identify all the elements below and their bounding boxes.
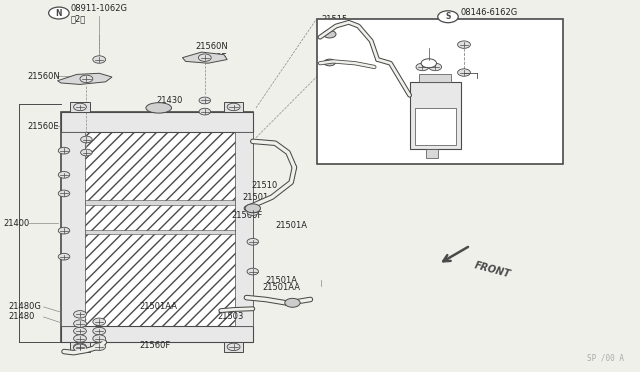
Circle shape <box>324 59 335 66</box>
Text: 21503: 21503 <box>218 312 244 321</box>
Text: S: S <box>445 12 451 21</box>
Bar <box>61 326 253 342</box>
Bar <box>67 132 246 326</box>
Circle shape <box>198 54 211 61</box>
Bar <box>224 342 243 352</box>
Circle shape <box>74 335 86 342</box>
Circle shape <box>58 253 70 260</box>
Circle shape <box>245 204 260 213</box>
Circle shape <box>458 69 470 76</box>
Circle shape <box>74 320 86 327</box>
Circle shape <box>81 149 92 156</box>
Circle shape <box>227 343 240 350</box>
Text: 21516: 21516 <box>403 35 429 44</box>
Text: 21501AA: 21501AA <box>262 283 300 292</box>
Bar <box>70 342 90 352</box>
Circle shape <box>438 11 458 23</box>
Text: 21430: 21430 <box>157 96 183 105</box>
Text: 21560E: 21560E <box>195 53 227 62</box>
Text: N: N <box>56 9 62 17</box>
Text: 21501E: 21501E <box>360 60 391 69</box>
Circle shape <box>74 311 86 318</box>
Circle shape <box>93 56 106 63</box>
Bar <box>419 74 451 82</box>
Circle shape <box>416 63 429 71</box>
Circle shape <box>458 41 470 48</box>
Bar <box>85 200 235 205</box>
Text: 21501A: 21501A <box>265 276 297 285</box>
Circle shape <box>323 31 336 38</box>
Polygon shape <box>58 73 112 84</box>
Circle shape <box>247 268 259 275</box>
Text: 21560E: 21560E <box>28 122 59 131</box>
Bar <box>61 132 85 326</box>
Circle shape <box>247 238 259 245</box>
Circle shape <box>49 7 69 19</box>
Text: 08911-1062G
（2）: 08911-1062G （2） <box>70 4 127 23</box>
Bar <box>224 102 243 112</box>
Bar <box>61 112 253 342</box>
Text: 21480G: 21480G <box>8 302 41 311</box>
Circle shape <box>421 59 436 68</box>
Circle shape <box>58 171 70 178</box>
Circle shape <box>58 227 70 234</box>
Text: FRONT: FRONT <box>474 260 512 279</box>
Text: 21400: 21400 <box>3 219 29 228</box>
Text: 21560N: 21560N <box>28 72 60 81</box>
Text: 21501AA: 21501AA <box>140 302 177 311</box>
Ellipse shape <box>146 103 172 113</box>
Circle shape <box>199 108 211 115</box>
Bar <box>415 108 456 145</box>
Text: 21518: 21518 <box>415 74 441 83</box>
Circle shape <box>93 318 106 326</box>
Bar <box>317 19 563 164</box>
Circle shape <box>93 335 106 342</box>
Bar <box>85 230 235 234</box>
Circle shape <box>58 190 70 197</box>
Circle shape <box>199 97 211 104</box>
Text: 21560F: 21560F <box>232 211 263 220</box>
Circle shape <box>429 63 442 71</box>
Bar <box>70 102 90 112</box>
Text: 21560F: 21560F <box>140 341 171 350</box>
Circle shape <box>58 147 70 154</box>
Text: 21515: 21515 <box>321 15 348 24</box>
Text: 21501A: 21501A <box>275 221 307 230</box>
Bar <box>410 82 461 149</box>
Circle shape <box>74 344 86 352</box>
Circle shape <box>247 209 259 215</box>
Text: 08146-6162G
（1）: 08146-6162G （1） <box>461 8 518 28</box>
Circle shape <box>93 327 106 335</box>
Text: 21480: 21480 <box>8 312 35 321</box>
Circle shape <box>80 75 93 83</box>
Circle shape <box>74 103 86 111</box>
Text: 21510: 21510 <box>252 182 278 190</box>
Text: 21501E: 21501E <box>320 48 351 57</box>
Polygon shape <box>182 52 227 63</box>
Circle shape <box>227 103 240 111</box>
Text: 21560N: 21560N <box>195 42 228 51</box>
Circle shape <box>81 136 92 143</box>
Text: SP /00 A: SP /00 A <box>587 354 624 363</box>
Bar <box>235 132 253 326</box>
Circle shape <box>93 343 106 350</box>
Text: 21501: 21501 <box>242 193 268 202</box>
Circle shape <box>285 298 300 307</box>
Circle shape <box>74 327 86 335</box>
Bar <box>61 112 253 132</box>
Bar <box>426 149 438 158</box>
Circle shape <box>74 343 86 350</box>
